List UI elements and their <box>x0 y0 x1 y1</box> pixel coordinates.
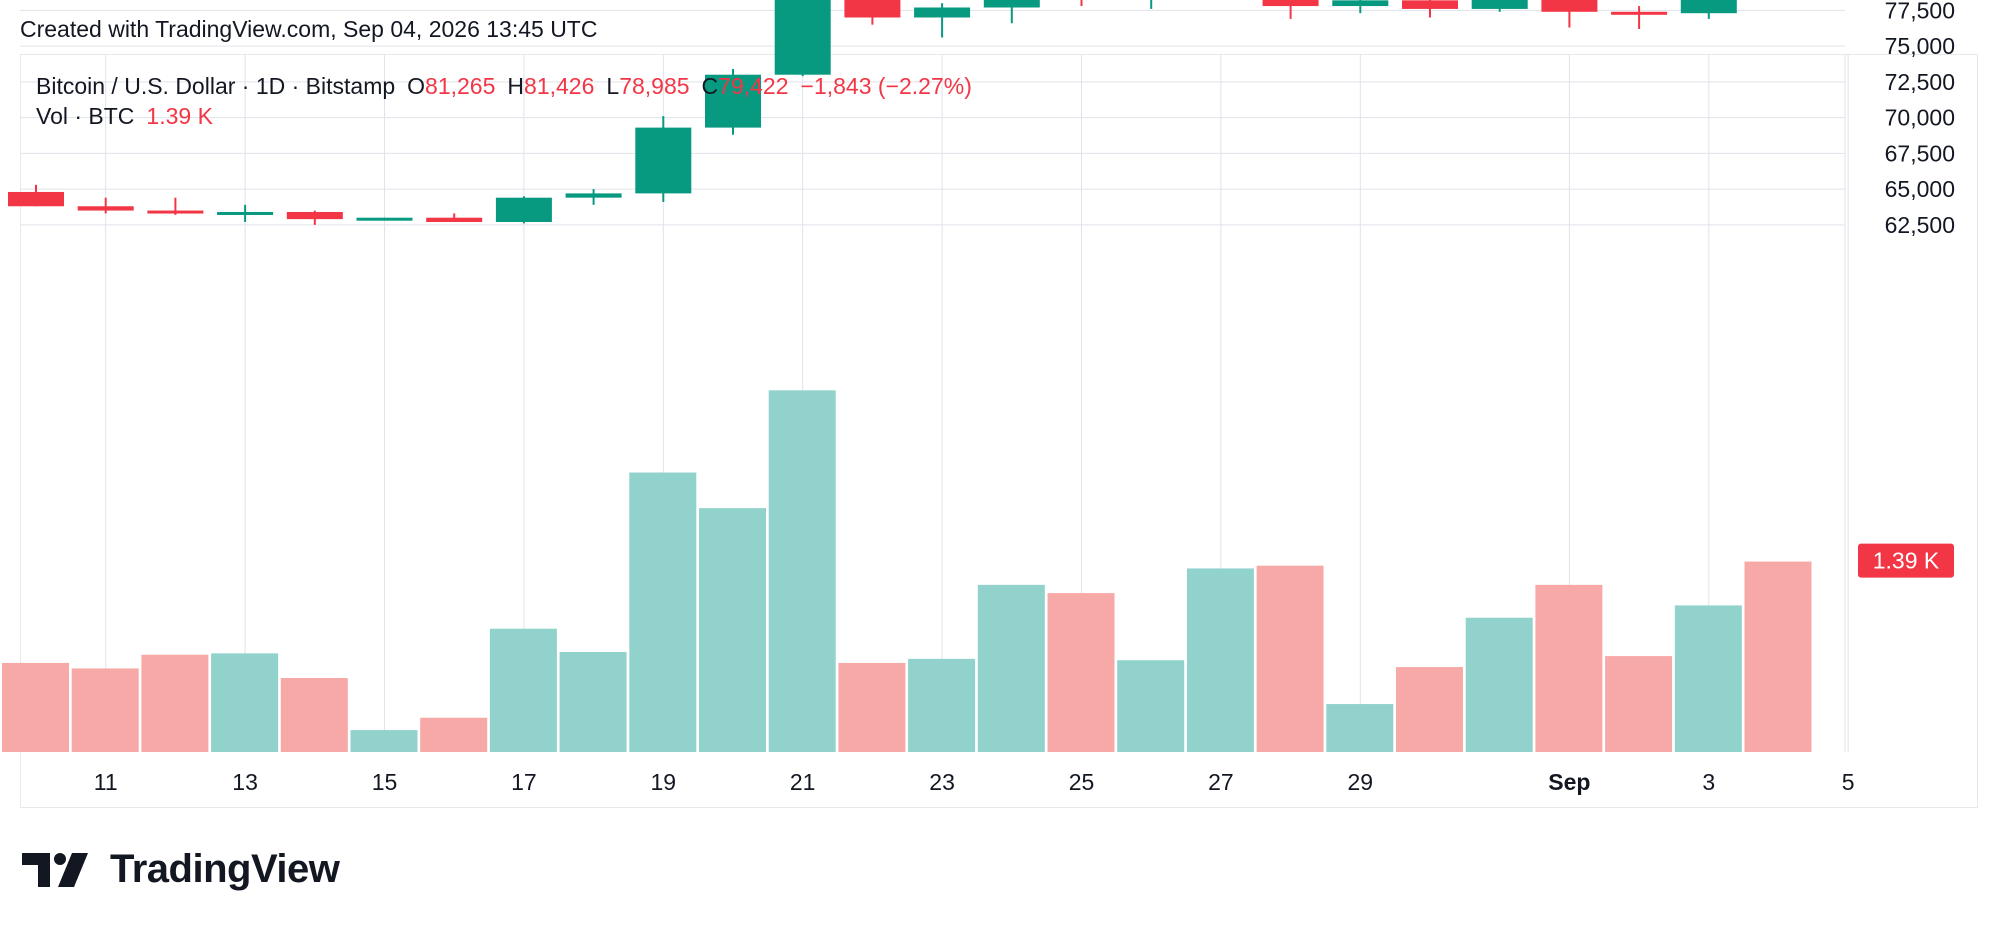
x-tick-label: 23 <box>929 769 955 795</box>
x-tick-label: 5 <box>1842 769 1855 795</box>
volume-bars <box>2 390 1812 752</box>
candle-body <box>495 197 552 222</box>
close-value: 79,422 <box>718 73 789 99</box>
x-tick-label: 11 <box>94 769 118 795</box>
candle-body <box>217 211 274 215</box>
y-tick-label: 77,500 <box>1885 0 1955 23</box>
volume-bar <box>71 668 139 752</box>
open-value: 81,265 <box>425 73 496 99</box>
high-label: H <box>507 73 525 99</box>
candle-body <box>565 193 622 198</box>
candle-body <box>356 217 413 221</box>
ohlc-row: Bitcoin / U.S. Dollar · 1D · Bitstamp O … <box>36 71 972 101</box>
volume-bar <box>420 717 488 752</box>
tradingview-wordmark: TradingView <box>110 847 340 891</box>
volume-bar <box>1744 561 1812 752</box>
volume-bar <box>1465 617 1533 752</box>
candle-body <box>1402 0 1458 9</box>
volume-bar <box>489 628 557 752</box>
volume-row: Vol · BTC 1.39 K <box>36 101 972 131</box>
chart-legend: Bitcoin / U.S. Dollar · 1D · Bitstamp O … <box>36 71 972 131</box>
y-tick-label: 62,500 <box>1885 212 1955 238</box>
x-tick-label: Sep <box>1548 769 1590 795</box>
candle-body <box>774 0 831 75</box>
x-tick-label: 21 <box>790 769 816 795</box>
change-value: −1,843 (−2.27%) <box>800 73 972 99</box>
created-with-text: Created with TradingView.com, Sep 04, 20… <box>20 16 598 42</box>
y-tick-label: 72,500 <box>1885 69 1955 95</box>
volume-bar <box>1047 593 1115 752</box>
candle-body <box>1541 0 1598 12</box>
volume-bar <box>1117 660 1185 752</box>
candle-body <box>77 206 134 211</box>
x-tick-label: 13 <box>232 769 258 795</box>
candle-body <box>1332 0 1389 7</box>
x-tick-label: 27 <box>1208 769 1234 795</box>
candle-body <box>705 74 761 128</box>
x-tick-label: 15 <box>372 769 398 795</box>
candle-body <box>1471 0 1528 9</box>
volume-bar <box>838 662 906 752</box>
candle-body <box>1262 0 1319 7</box>
volume-bar <box>280 678 348 752</box>
candle-body <box>1680 0 1737 14</box>
x-tick-label: 29 <box>1348 769 1374 795</box>
volume-bar <box>699 508 766 752</box>
x-tick-label: 25 <box>1069 769 1095 795</box>
volume-bar <box>141 654 209 752</box>
last-volume-label: 1.39 K <box>1873 548 1940 574</box>
x-tick-label: 19 <box>651 769 677 795</box>
x-tick-label: 3 <box>1702 769 1715 795</box>
candle-body <box>147 210 204 214</box>
volume-bar <box>211 653 279 752</box>
y-tick-label: 67,500 <box>1885 140 1955 166</box>
close-label: C <box>701 73 719 99</box>
axes: 62,500 65,000 67,500 70,000 72,500 75,000 77,5… <box>94 0 1955 795</box>
volume-bar <box>1326 704 1394 752</box>
tradingview-logo-icon <box>22 852 88 887</box>
candle-body <box>426 217 483 222</box>
open-label: O <box>407 73 426 99</box>
candle-body <box>635 127 692 194</box>
volume-bar <box>1396 667 1463 752</box>
volume-bar <box>1186 568 1254 752</box>
volume-bar <box>1674 605 1742 752</box>
candle-body <box>983 0 1040 8</box>
volume-bar <box>1535 584 1603 752</box>
volume-bar <box>2 662 69 752</box>
candle-body <box>8 191 64 207</box>
candle-body <box>1611 11 1668 15</box>
volume-bar <box>350 730 418 752</box>
candle-body <box>844 0 901 18</box>
candle-body <box>286 211 343 220</box>
y-tick-label: 75,000 <box>1885 33 1955 59</box>
volume-bar <box>908 658 976 752</box>
volume-label: Vol · BTC <box>36 103 135 129</box>
last-volume-badge <box>1858 543 1954 578</box>
candles <box>8 0 1737 225</box>
chart-frame[interactable] <box>20 54 1978 808</box>
grid <box>20 9 1849 752</box>
low-value: 78,985 <box>619 73 690 99</box>
candlestick-chart[interactable]: 62,500 65,000 67,500 70,000 72,500 75,000 77,5… <box>0 0 1996 810</box>
volume-value: 1.39 K <box>146 103 213 129</box>
y-tick-label: 65,000 <box>1885 176 1955 202</box>
low-label: L <box>606 73 620 99</box>
x-tick-label: 17 <box>511 769 537 795</box>
volume-bar <box>1256 565 1324 752</box>
high-value: 81,426 <box>524 73 595 99</box>
volume-bar <box>768 390 836 752</box>
volume-bar <box>977 584 1045 752</box>
volume-bar <box>1605 656 1673 752</box>
tradingview-logo[interactable]: TradingView <box>22 847 340 892</box>
candle-body <box>914 7 971 18</box>
symbol-title: Bitcoin / U.S. Dollar · 1D · Bitstamp <box>36 73 396 99</box>
y-tick-label: 70,000 <box>1885 105 1955 131</box>
volume-bar <box>559 651 627 752</box>
volume-bar <box>629 472 697 752</box>
